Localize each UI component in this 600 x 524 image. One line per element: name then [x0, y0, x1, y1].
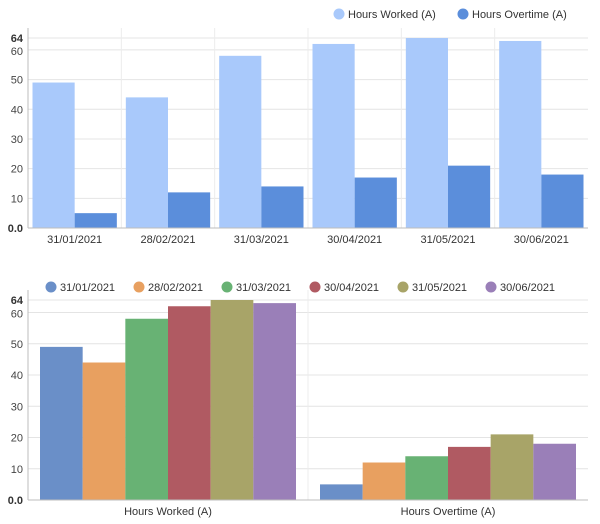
- bar[interactable]: [125, 97, 168, 228]
- y-tick-label: 10: [11, 464, 23, 476]
- y-tick-label: 30: [11, 134, 23, 146]
- y-tick-label: 0.0: [8, 495, 23, 507]
- bar[interactable]: [533, 443, 576, 500]
- y-tick-label: 40: [11, 370, 23, 382]
- legend-label: 30/06/2021: [500, 282, 555, 294]
- y-tick-label: 20: [11, 164, 23, 176]
- bar[interactable]: [261, 186, 304, 228]
- legend-swatch[interactable]: [221, 281, 233, 293]
- y-tick-label: 50: [11, 75, 23, 87]
- bar[interactable]: [320, 484, 363, 500]
- legend-label: Hours Worked (A): [348, 9, 436, 21]
- x-category-label: Hours Overtime (A): [401, 506, 496, 518]
- x-category-label: 28/02/2021: [140, 234, 195, 246]
- bar[interactable]: [32, 82, 75, 228]
- bar[interactable]: [354, 177, 397, 228]
- legend-swatch[interactable]: [457, 8, 469, 20]
- legend-label: 30/04/2021: [324, 282, 379, 294]
- legend-label: 31/05/2021: [412, 282, 467, 294]
- legend-swatch[interactable]: [485, 281, 497, 293]
- legend-swatch[interactable]: [133, 281, 145, 293]
- legend-label: 28/02/2021: [148, 282, 203, 294]
- y-tick-label: 30: [11, 401, 23, 413]
- y-tick-label: 20: [11, 433, 23, 445]
- y-tick-label: 0.0: [8, 223, 23, 235]
- bar[interactable]: [312, 43, 355, 228]
- bar[interactable]: [405, 456, 448, 500]
- bar[interactable]: [448, 446, 491, 500]
- legend-swatch[interactable]: [397, 281, 409, 293]
- legend-label: 31/03/2021: [236, 282, 291, 294]
- bar[interactable]: [40, 346, 83, 500]
- y-tick-label: 10: [11, 193, 23, 205]
- x-category-label: 31/05/2021: [420, 234, 475, 246]
- legend-swatch[interactable]: [309, 281, 321, 293]
- legend-label: 31/01/2021: [60, 282, 115, 294]
- bar[interactable]: [362, 462, 406, 501]
- y-tick-label: 64: [11, 33, 24, 45]
- bar[interactable]: [541, 174, 584, 228]
- bar[interactable]: [210, 300, 254, 500]
- y-tick-label: 60: [11, 46, 23, 58]
- y-tick-label: 40: [11, 104, 23, 116]
- bar[interactable]: [74, 213, 117, 228]
- bar[interactable]: [219, 55, 262, 228]
- legend-swatch[interactable]: [45, 281, 57, 293]
- bar[interactable]: [253, 303, 296, 500]
- bar[interactable]: [499, 40, 542, 228]
- legend-swatch[interactable]: [333, 8, 345, 20]
- bar[interactable]: [405, 38, 448, 228]
- y-tick-label: 50: [11, 339, 23, 351]
- bar[interactable]: [82, 362, 126, 501]
- bar[interactable]: [168, 192, 211, 228]
- y-tick-label: 64: [11, 295, 24, 307]
- bar[interactable]: [448, 165, 491, 228]
- x-category-label: 31/01/2021: [47, 234, 102, 246]
- x-category-label: Hours Worked (A): [124, 506, 212, 518]
- bar[interactable]: [490, 434, 534, 500]
- x-category-label: 30/06/2021: [514, 234, 569, 246]
- bar[interactable]: [125, 318, 168, 500]
- x-category-label: 31/03/2021: [234, 234, 289, 246]
- y-tick-label: 60: [11, 309, 23, 321]
- x-category-label: 30/04/2021: [327, 234, 382, 246]
- legend-label: Hours Overtime (A): [472, 9, 567, 21]
- bar[interactable]: [168, 306, 211, 500]
